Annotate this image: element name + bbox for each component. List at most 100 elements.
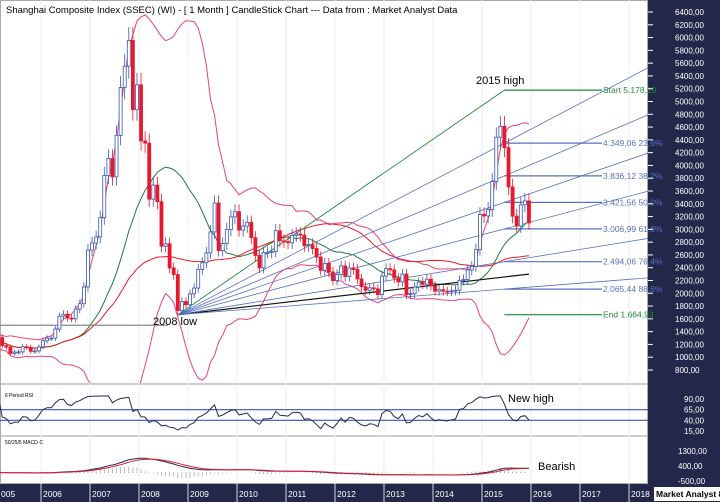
y-tick-label: 2400,00 xyxy=(675,264,704,273)
candle-up xyxy=(367,287,372,291)
candle-down xyxy=(351,267,356,270)
candle-down xyxy=(314,248,319,258)
candle-down xyxy=(445,290,450,293)
y-tick-label: 2000,00 xyxy=(675,289,704,298)
candle-up xyxy=(449,290,454,293)
candle-up xyxy=(290,235,295,244)
candle-up xyxy=(49,337,54,340)
candle-up xyxy=(261,252,266,269)
candle-up xyxy=(335,274,339,281)
candle-down xyxy=(237,211,241,231)
candle-up xyxy=(424,278,429,285)
candle-up xyxy=(294,233,299,236)
rsi-title: 6 Period RSI xyxy=(5,393,33,399)
y-tick-label: 6000,00 xyxy=(675,34,704,43)
candle-up xyxy=(490,181,495,210)
candle-down xyxy=(110,158,115,178)
candle-up xyxy=(20,346,25,353)
plot-border xyxy=(0,0,648,484)
y-tick-label: 4200,00 xyxy=(675,149,704,158)
y-tick-label: 5800,00 xyxy=(675,46,704,55)
candle-up xyxy=(469,266,474,271)
candle-down xyxy=(175,274,180,312)
x-tick-label: 2010 xyxy=(239,489,258,499)
candle-up xyxy=(196,269,201,289)
y-tick-label: 4800,00 xyxy=(675,110,704,119)
candle-down xyxy=(502,125,507,149)
candle-up xyxy=(273,230,278,252)
candle-down xyxy=(392,269,397,279)
candle-up xyxy=(81,286,86,305)
candle-up xyxy=(102,175,107,219)
x-tick-label: 2015 xyxy=(484,489,503,499)
candle-up xyxy=(212,202,217,233)
candle-up xyxy=(118,87,123,136)
candle-down xyxy=(482,213,486,217)
candle-down xyxy=(343,265,348,277)
candle-up xyxy=(163,243,168,247)
candle-up xyxy=(265,252,270,254)
candle-down xyxy=(506,147,511,188)
candle-up xyxy=(347,267,352,277)
candle-up xyxy=(57,315,62,330)
candle-down xyxy=(433,285,437,292)
y-tick-label: 5600,00 xyxy=(675,59,704,68)
candle-up xyxy=(61,313,66,317)
moving-average-red xyxy=(0,223,530,349)
candle-down xyxy=(249,221,254,239)
candle-down xyxy=(298,233,303,236)
rsi-y-tick: 40,00 xyxy=(684,416,705,425)
candle-up xyxy=(453,289,458,292)
candle-down xyxy=(65,313,70,319)
candle-down xyxy=(277,230,282,242)
trendline xyxy=(177,273,530,316)
candle-up xyxy=(457,280,462,291)
y-tick-label: 4400,00 xyxy=(675,136,704,145)
candle-up xyxy=(77,303,82,310)
candle-down xyxy=(355,269,360,280)
watermark: Market Analyst 8 xyxy=(656,489,720,499)
candle-down xyxy=(510,186,515,217)
candle-up xyxy=(114,134,119,178)
candle-down xyxy=(527,200,531,224)
candle-up xyxy=(73,308,78,320)
low-annotation: 2008 low xyxy=(153,316,197,328)
y-tick-label: 3200,00 xyxy=(675,213,704,222)
fib-level-label: Start 5.178,19 xyxy=(603,85,657,95)
candle-up xyxy=(465,269,470,280)
fib-level-label: 4.349,06 23,6% xyxy=(603,138,663,148)
x-tick-label: 2012 xyxy=(337,489,356,499)
candle-down xyxy=(310,244,315,249)
candle-up xyxy=(306,244,311,247)
candle-up xyxy=(32,350,37,353)
y-tick-label: 2800,00 xyxy=(675,238,704,247)
y-tick-label: 3800,00 xyxy=(675,174,704,183)
x-tick-label: 2006 xyxy=(43,489,62,499)
candle-up xyxy=(228,216,233,231)
candle-down xyxy=(257,255,262,269)
fib-level-label: End 1.664,93 xyxy=(603,310,654,320)
candle-up xyxy=(498,125,503,138)
candle-down xyxy=(302,234,307,247)
fib-fan-line xyxy=(177,152,648,316)
candle-up xyxy=(204,252,209,264)
candle-down xyxy=(331,271,335,281)
candle-up xyxy=(494,136,499,182)
candle-down xyxy=(363,286,368,291)
candle-up xyxy=(45,337,50,342)
x-tick-label: 2009 xyxy=(190,489,209,499)
candle-down xyxy=(326,262,331,273)
indicator-layer xyxy=(0,14,648,383)
x-tick-label: 2007 xyxy=(92,489,111,499)
x-tick-label: 2014 xyxy=(435,489,454,499)
fib-fan-line-start xyxy=(177,89,505,316)
fib-level-label: 3.836,12 38,2% xyxy=(603,171,663,181)
candle-down xyxy=(69,317,74,320)
candle-up xyxy=(224,229,229,244)
candle-up xyxy=(135,84,139,111)
macd-signal-line xyxy=(0,458,529,476)
macd-annotation: Bearish xyxy=(538,461,575,473)
x-tick-label: 2008 xyxy=(141,489,160,499)
